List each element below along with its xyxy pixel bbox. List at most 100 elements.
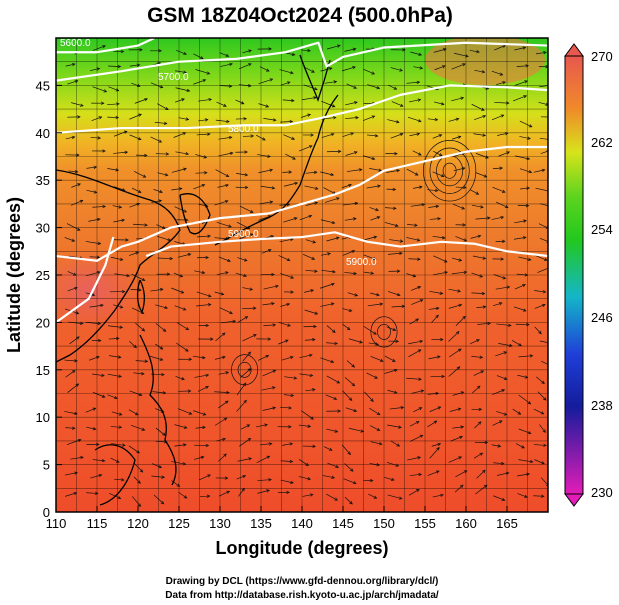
streamline-arrowhead: [229, 62, 233, 66]
streamline-segment: [92, 459, 105, 462]
streamline-arrowhead: [354, 101, 358, 105]
streamline-arrowhead: [503, 351, 508, 355]
contour-line: [56, 145, 548, 262]
streamline-segment: [302, 494, 313, 497]
streamline-segment: [89, 256, 100, 258]
streamline-segment: [428, 307, 439, 310]
streamline-arrowhead: [308, 214, 313, 218]
streamline-segment: [369, 425, 380, 431]
streamline-arrowhead: [462, 63, 466, 67]
streamline-arrowhead: [414, 223, 418, 227]
streamline-segment: [363, 115, 375, 121]
streamline-segment: [279, 238, 294, 243]
streamline-arrowhead: [435, 470, 440, 474]
streamline-arrowhead: [354, 201, 359, 206]
streamline-arrowhead: [433, 420, 438, 424]
streamline-segment: [193, 456, 204, 460]
streamline-segment: [261, 386, 276, 391]
streamline-segment: [321, 269, 336, 273]
streamline-segment: [262, 303, 275, 306]
streamline-segment: [131, 82, 141, 87]
streamline-arrowhead: [482, 469, 486, 474]
streamline-arrowhead: [188, 357, 193, 361]
streamline-segment: [409, 318, 419, 325]
streamline-arrowhead: [200, 56, 204, 60]
streamline-segment: [324, 197, 340, 203]
streamline-segment: [113, 131, 128, 137]
streamline-segment: [283, 134, 295, 140]
streamline-arrowhead: [527, 136, 531, 140]
streamline-arrowhead: [334, 341, 338, 346]
coastline-philippines: [139, 334, 177, 486]
streamline-segment: [262, 369, 276, 377]
streamline-arrowhead: [351, 250, 356, 254]
streamline-segment: [370, 355, 384, 362]
streamline-segment: [92, 392, 105, 398]
streamline-arrowhead: [226, 490, 231, 494]
streamline-arrowhead: [395, 339, 400, 343]
streamline-arrowhead: [443, 48, 447, 52]
streamline-segment: [448, 366, 461, 377]
streamline-arrowhead: [247, 437, 252, 442]
streamline-segment: [280, 460, 293, 462]
y-axis-ticks: 0 5 10 15 20 25 30 35 40 45: [36, 78, 62, 520]
streamline-arrowhead: [508, 323, 512, 327]
streamline-segment: [496, 323, 511, 326]
streamline-arrowhead: [244, 173, 249, 177]
streamline-segment: [171, 188, 182, 191]
streamline-segment: [384, 222, 399, 227]
streamline-arrowhead: [98, 338, 102, 343]
x-tick-label: 165: [496, 516, 518, 531]
streamline-segment: [410, 286, 421, 291]
streamline-arrowhead: [141, 372, 145, 376]
streamline-arrowhead: [333, 396, 338, 400]
streamline-arrowhead: [115, 115, 120, 120]
streamline-arrowhead: [419, 299, 424, 303]
streamline-arrowhead: [476, 339, 480, 343]
streamline-arrowhead: [353, 408, 358, 413]
streamline-arrowhead: [204, 118, 209, 122]
streamline-segment: [493, 462, 504, 465]
streamline-segment: [514, 284, 526, 290]
streamline-segment: [256, 455, 270, 464]
streamline-arrowhead: [124, 150, 129, 154]
streamline-arrowhead: [244, 185, 249, 190]
streamline-arrowhead: [247, 84, 252, 88]
streamline-segment: [174, 70, 187, 73]
streamline-segment: [451, 136, 461, 140]
streamline-arrowhead: [205, 373, 210, 378]
contour-line: [56, 38, 155, 54]
streamline-segment: [389, 239, 403, 242]
streamline-segment: [155, 440, 167, 443]
streamline-arrowhead: [332, 329, 336, 333]
streamline-arrowhead: [249, 287, 254, 291]
contour-label: 5800.0: [228, 124, 259, 135]
streamline-segment: [196, 133, 210, 136]
streamline-segment: [259, 66, 270, 72]
streamline-arrowhead: [292, 156, 296, 160]
streamline-arrowhead: [118, 425, 123, 429]
x-tick-label: 140: [291, 516, 313, 531]
streamline-segment: [428, 205, 439, 208]
streamline-segment: [174, 98, 185, 103]
streamline-segment: [346, 83, 357, 89]
colorbar-label: 238: [591, 398, 613, 413]
streamline-arrowhead: [396, 269, 401, 273]
streamline-segment: [65, 63, 75, 67]
streamline-segment: [387, 424, 402, 428]
streamline-segment: [366, 134, 378, 137]
streamline-segment: [433, 255, 448, 263]
streamline-segment: [539, 340, 548, 343]
streamline-arrowhead: [371, 156, 376, 161]
streamline-segment: [235, 272, 247, 277]
streamline-arrowhead: [137, 480, 141, 484]
streamline-arrowhead: [437, 217, 441, 221]
streamline-arrowhead: [159, 85, 164, 89]
streamline-arrowhead: [457, 289, 461, 293]
streamline-arrowhead: [98, 116, 103, 120]
streamline-segment: [278, 255, 290, 261]
streamline-segment: [514, 47, 526, 51]
streamline-segment: [300, 114, 311, 118]
streamline-arrowhead: [307, 424, 312, 428]
streamline-arrowhead: [376, 412, 381, 416]
